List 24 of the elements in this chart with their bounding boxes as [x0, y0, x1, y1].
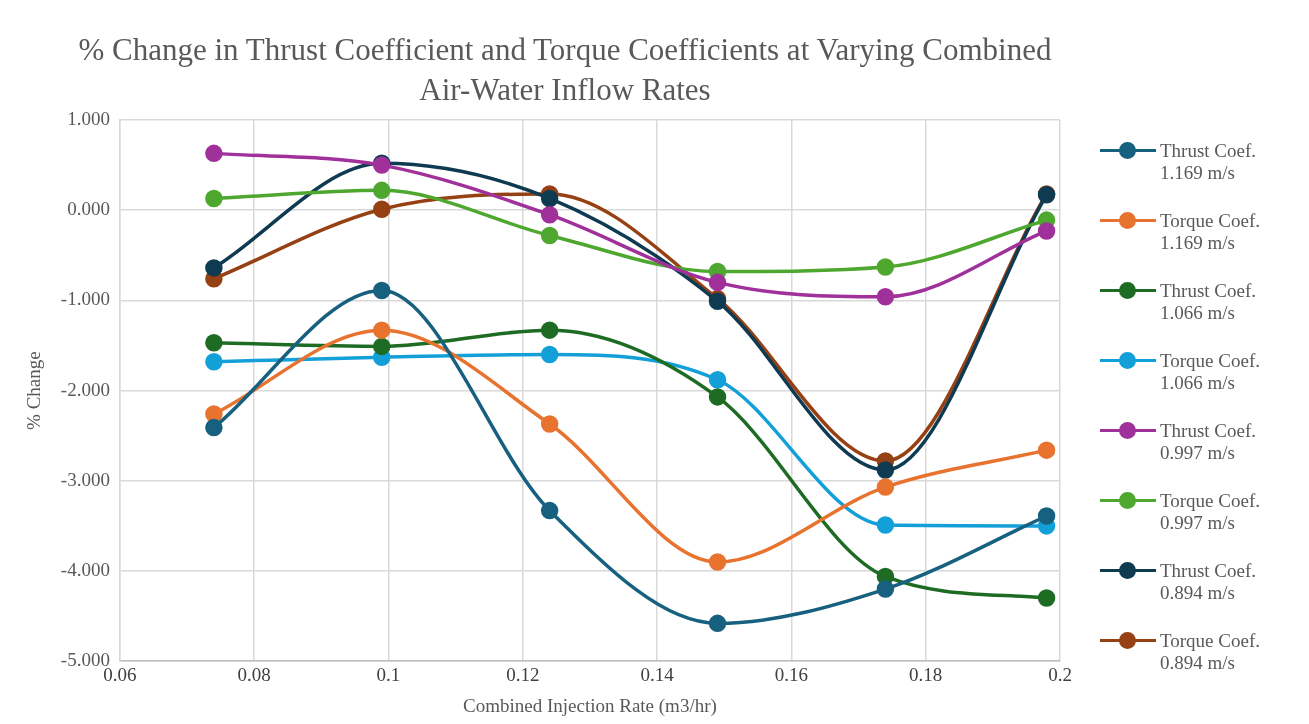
y-tick-label: 0.000	[67, 198, 110, 220]
legend-label: Thrust Coef. 0.997 m/s	[1160, 420, 1258, 464]
chart-title: % Change in Thrust Coefficient and Torque Coefficients at Varying Combined Air-Water Inflow Rates	[78, 32, 1052, 107]
y-tick-label: -1.000	[60, 288, 110, 310]
x-tick-label: 0.2	[1048, 663, 1072, 685]
x-tick-label: 0.1	[376, 663, 401, 685]
x-axis-title: Combined Injection Rate (m3/hr)	[463, 694, 717, 717]
x-tick-label: 0.18	[909, 663, 943, 685]
y-tick-label: -3.000	[60, 468, 110, 490]
legend-label: Thrust Coef. 1.169 m/s	[1160, 140, 1258, 184]
x-tick-label: 0.08	[237, 663, 271, 685]
y-tick-label: -2.000	[60, 378, 110, 400]
legend-label: Torque Coef. 1.169 m/s	[1160, 210, 1261, 254]
x-tick-label: 0.12	[506, 663, 540, 685]
legend-label: Torque Coef. 0.997 m/s	[1160, 490, 1261, 534]
y-axis-title: % Change	[23, 351, 45, 430]
legend-label: Thrust Coef. 1.066 m/s	[1160, 280, 1258, 324]
legend-label: Torque Coef. 1.066 m/s	[1160, 350, 1261, 394]
legend-label: Thrust Coef. 0.894 m/s	[1160, 560, 1258, 604]
y-tick-label: 1.000	[67, 107, 110, 129]
legend-label: Torque Coef. 0.894 m/s	[1160, 630, 1261, 674]
x-tick-label: 0.14	[640, 663, 675, 685]
y-tick-label: -4.000	[60, 558, 110, 580]
x-tick-label: 0.16	[774, 663, 809, 685]
